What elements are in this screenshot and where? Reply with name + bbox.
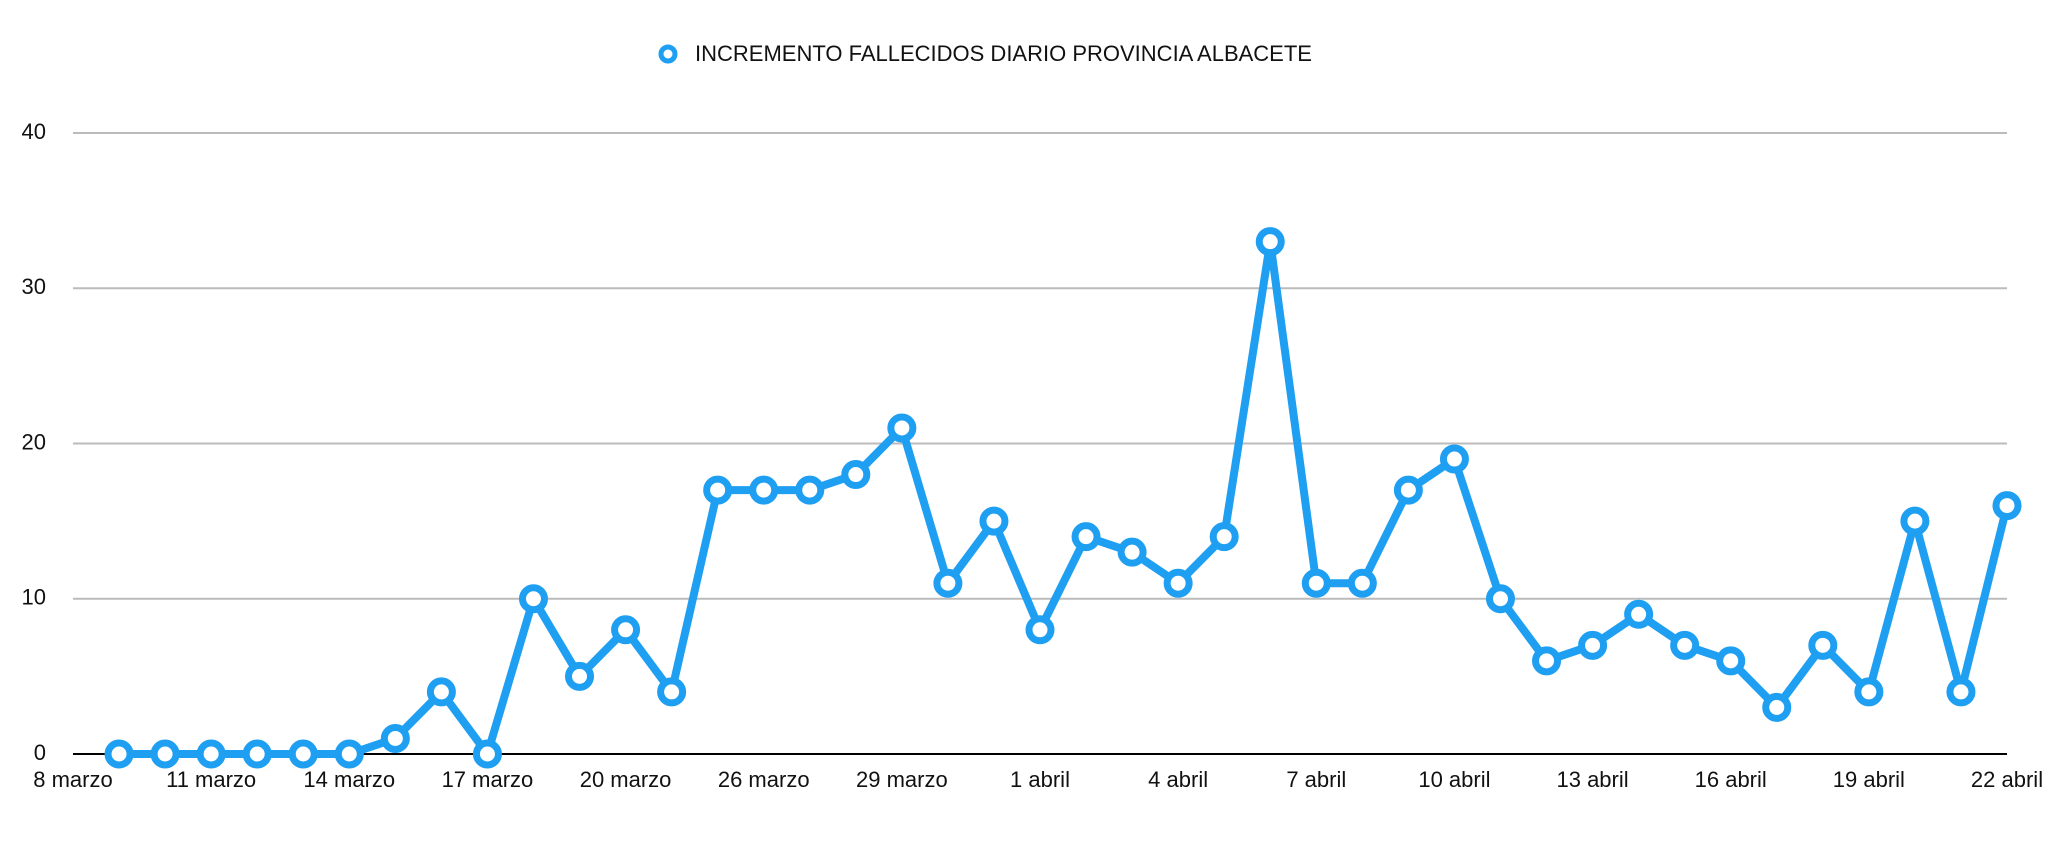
point-marker xyxy=(1578,630,1608,660)
x-tick-label: 26 marzo xyxy=(718,767,810,792)
x-tick-label: 8 marzo xyxy=(33,767,112,792)
point-marker xyxy=(380,723,410,753)
point-marker xyxy=(1301,568,1331,598)
point-marker xyxy=(1117,537,1147,567)
point-marker xyxy=(887,413,917,443)
point-marker xyxy=(196,739,226,769)
point-marker xyxy=(150,739,180,769)
point-marker xyxy=(657,677,687,707)
x-tick-label: 11 marzo xyxy=(166,767,256,792)
point-marker xyxy=(1808,630,1838,660)
x-tick-label: 20 marzo xyxy=(580,767,672,792)
point-marker xyxy=(1347,568,1377,598)
point-marker xyxy=(1071,522,1101,552)
legend-marker xyxy=(658,44,678,64)
y-tick-label: 0 xyxy=(34,740,46,765)
x-tick-label: 22 abril xyxy=(1971,767,2043,792)
point-marker xyxy=(472,739,502,769)
point-marker xyxy=(1946,677,1976,707)
x-tick-label: 29 marzo xyxy=(856,767,948,792)
point-marker xyxy=(1025,615,1055,645)
point-marker xyxy=(749,475,779,505)
y-tick-label: 20 xyxy=(22,429,46,454)
legend-label: INCREMENTO FALLECIDOS DIARIO PROVINCIA A… xyxy=(695,41,1312,66)
point-marker xyxy=(1163,568,1193,598)
y-tick-label: 30 xyxy=(22,274,46,299)
point-marker xyxy=(1624,599,1654,629)
point-marker xyxy=(1992,491,2022,521)
point-marker xyxy=(426,677,456,707)
point-marker xyxy=(841,460,871,490)
point-marker xyxy=(611,615,641,645)
point-marker xyxy=(1900,506,1930,536)
x-tick-label: 1 abril xyxy=(1010,767,1070,792)
x-tick-label: 13 abril xyxy=(1556,767,1628,792)
point-marker xyxy=(104,739,134,769)
y-tick-label: 40 xyxy=(22,119,46,144)
point-marker xyxy=(1716,646,1746,676)
x-tick-label: 4 abril xyxy=(1148,767,1208,792)
point-marker xyxy=(1854,677,1884,707)
x-tick-label: 7 abril xyxy=(1286,767,1346,792)
point-marker xyxy=(1209,522,1239,552)
point-marker xyxy=(703,475,733,505)
x-tick-label: 10 abril xyxy=(1418,767,1490,792)
x-tick-label: 16 abril xyxy=(1695,767,1767,792)
series-line xyxy=(119,237,2011,758)
point-marker xyxy=(242,739,272,769)
point-marker xyxy=(979,506,1009,536)
point-marker xyxy=(1485,584,1515,614)
point-marker xyxy=(334,739,364,769)
point-marker xyxy=(288,739,318,769)
x-tick-label: 19 abril xyxy=(1833,767,1905,792)
x-tick-label: 14 marzo xyxy=(303,767,395,792)
point-marker xyxy=(565,661,595,691)
point-marker xyxy=(1670,630,1700,660)
y-tick-label: 10 xyxy=(22,585,46,610)
point-marker xyxy=(1439,444,1469,474)
point-marker xyxy=(518,584,548,614)
x-tick-label: 17 marzo xyxy=(442,767,534,792)
point-marker xyxy=(933,568,963,598)
point-marker xyxy=(795,475,825,505)
point-marker xyxy=(1255,227,1285,257)
point-marker xyxy=(1762,692,1792,722)
point-marker xyxy=(1532,646,1562,676)
point-marker xyxy=(1393,475,1423,505)
